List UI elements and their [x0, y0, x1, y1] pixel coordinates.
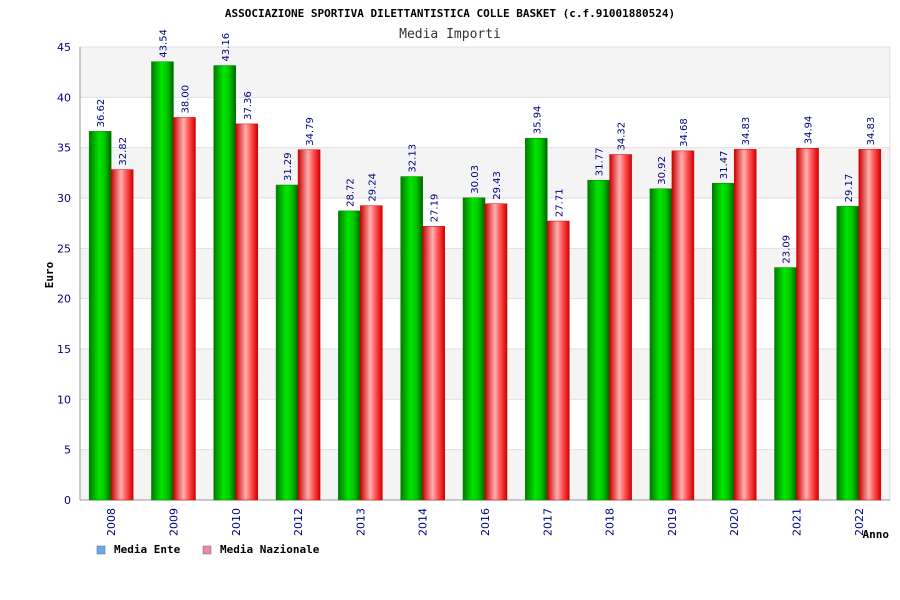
bar-media-nazionale-2008 [110, 169, 134, 501]
bar-media-nazionale-2018 [609, 154, 632, 501]
y-tick-label: 5 [64, 444, 71, 457]
value-label: 34.83 [741, 117, 752, 146]
x-tick-label: 2017 [541, 508, 554, 536]
chart-subtitle: Media Importi [399, 27, 501, 42]
bar-media-ente-2012 [275, 184, 299, 501]
value-label: 34.79 [305, 117, 316, 146]
value-label: 35.94 [532, 106, 543, 135]
legend-swatch [96, 545, 106, 555]
value-label: 29.24 [367, 173, 378, 202]
y-tick-label: 0 [64, 494, 71, 507]
value-label: 36.62 [96, 99, 107, 128]
legend-swatch [202, 545, 212, 555]
y-tick-label: 20 [57, 293, 71, 306]
x-tick-label: 2019 [666, 508, 679, 536]
bar-media-ente-2010 [213, 65, 237, 501]
legend-label: Media Nazionale [220, 543, 320, 556]
value-label: 29.17 [844, 174, 855, 203]
bar-media-nazionale-2019 [671, 150, 695, 501]
value-label: 30.03 [470, 165, 481, 194]
value-label: 34.68 [679, 118, 690, 147]
bar-media-ente-2022 [836, 206, 860, 501]
x-tick-label: 2021 [791, 508, 804, 536]
bar-media-ente-2013 [338, 210, 361, 501]
y-tick-label: 10 [57, 393, 71, 406]
y-axis-ticks: 0 5 10 15 20 25 30 35 40 45 [57, 41, 71, 507]
bar-media-nazionale-2009 [173, 117, 196, 501]
value-label: 32.13 [408, 144, 419, 173]
bar-media-ente-2021 [774, 267, 797, 501]
x-tick-label: 2018 [604, 508, 617, 536]
x-axis-label: Anno [863, 528, 890, 541]
bar-media-ente-2009 [151, 61, 174, 501]
x-tick-label: 2022 [853, 508, 866, 536]
value-label: 23.09 [782, 235, 793, 264]
value-labels: 36.62 32.82 43.54 38.00 43.16 37.36 31.29 34.79… [96, 29, 877, 264]
bar-media-ente-2018 [587, 179, 610, 501]
value-label: 43.54 [158, 29, 169, 58]
chart-title: ASSOCIAZIONE SPORTIVA DILETTANTISTICA CO… [225, 7, 675, 20]
value-label: 34.94 [804, 116, 815, 145]
bar-media-nazionale-2012 [297, 149, 321, 501]
y-tick-label: 45 [57, 41, 71, 54]
x-tick-label: 2016 [479, 508, 492, 536]
x-tick-label: 2012 [292, 508, 305, 536]
bar-media-nazionale-2017 [547, 220, 570, 501]
grid-band [80, 47, 890, 98]
value-label: 28.72 [345, 178, 356, 207]
grid-band [80, 147, 890, 198]
y-tick-label: 35 [57, 142, 71, 155]
bar-media-ente-2008 [88, 131, 112, 501]
value-label: 43.16 [221, 33, 232, 62]
legend-label: Media Ente [114, 543, 181, 556]
bars [88, 61, 882, 501]
bar-media-ente-2014 [400, 176, 423, 501]
bar-media-nazionale-2013 [360, 205, 383, 501]
value-label: 30.92 [657, 156, 668, 185]
bar-media-ente-2017 [525, 137, 548, 501]
bar-media-nazionale-2010 [235, 123, 259, 501]
y-axis-label: Euro [43, 261, 56, 288]
value-label: 34.32 [617, 122, 628, 151]
bar-media-nazionale-2020 [733, 149, 757, 501]
bar-media-nazionale-2016 [484, 203, 508, 501]
bar-media-nazionale-2021 [796, 148, 819, 501]
value-label: 31.29 [283, 152, 294, 181]
y-tick-label: 40 [57, 91, 71, 104]
value-label: 32.82 [118, 137, 129, 166]
y-tick-label: 30 [57, 192, 71, 205]
value-label: 38.00 [180, 85, 191, 114]
x-tick-label: 2020 [728, 508, 741, 536]
value-label: 29.43 [492, 171, 503, 200]
bar-media-ente-2020 [711, 182, 735, 501]
value-label: 31.47 [719, 151, 730, 180]
value-label: 34.83 [866, 117, 877, 146]
value-label: 27.19 [430, 194, 441, 223]
x-tick-label: 2010 [230, 508, 243, 536]
legend: Media Ente Media Nazionale [96, 543, 320, 556]
bar-media-nazionale-2022 [858, 149, 882, 501]
bar-media-nazionale-2014 [422, 226, 445, 501]
bar-media-ente-2019 [649, 188, 673, 501]
value-label: 37.36 [243, 91, 254, 120]
grid-band [80, 97, 890, 148]
bar-media-ente-2016 [462, 197, 486, 501]
x-tick-label: 2014 [417, 508, 430, 536]
x-axis-ticks: 2008 2009 2010 2012 2013 2014 2016 2017 2018 2019… [105, 508, 866, 536]
x-tick-label: 2013 [354, 508, 367, 536]
x-tick-label: 2008 [105, 508, 118, 536]
y-tick-label: 15 [57, 343, 71, 356]
y-tick-label: 25 [57, 242, 71, 255]
value-label: 27.71 [554, 188, 565, 217]
x-tick-label: 2009 [167, 508, 180, 536]
value-label: 31.77 [595, 148, 606, 177]
